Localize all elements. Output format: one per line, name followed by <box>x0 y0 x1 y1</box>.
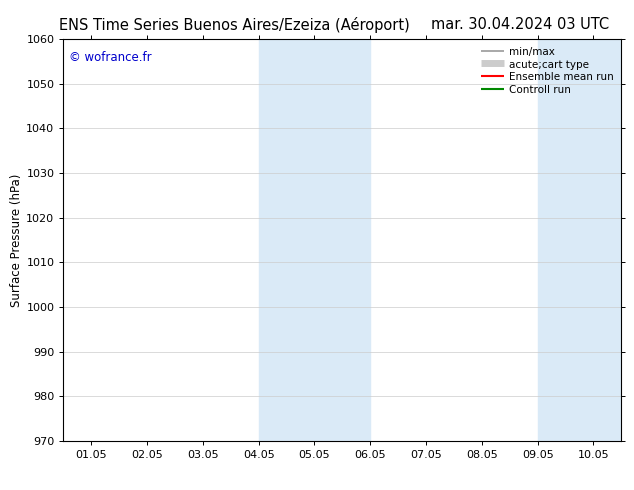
Legend: min/max, acute;cart type, Ensemble mean run, Controll run: min/max, acute;cart type, Ensemble mean … <box>479 45 616 98</box>
Text: © wofrance.fr: © wofrance.fr <box>69 51 152 64</box>
Bar <box>259 39 370 441</box>
Text: ENS Time Series Buenos Aires/Ezeiza (Aéroport): ENS Time Series Buenos Aires/Ezeiza (Aér… <box>59 17 410 33</box>
Y-axis label: Surface Pressure (hPa): Surface Pressure (hPa) <box>11 173 23 307</box>
Bar <box>538 39 621 441</box>
Text: mar. 30.04.2024 03 UTC: mar. 30.04.2024 03 UTC <box>431 17 609 32</box>
